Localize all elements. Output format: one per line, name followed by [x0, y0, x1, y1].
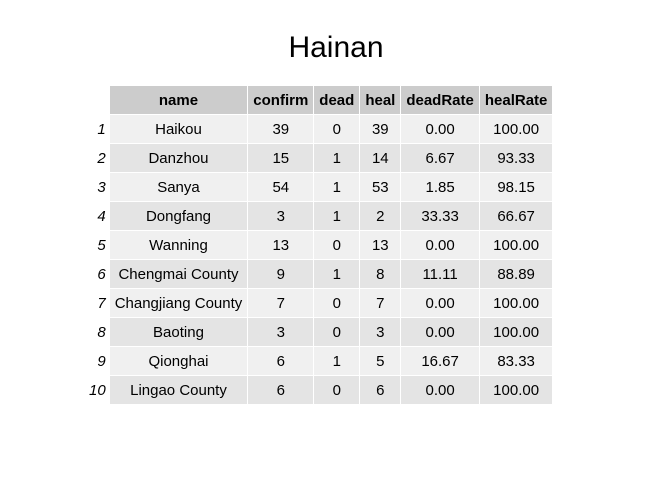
header-row: name confirm dead heal deadRate healRate [84, 86, 554, 115]
table-row: 4 Dongfang 3 1 2 33.33 66.67 [84, 202, 554, 231]
cell-name: Sanya [109, 173, 249, 202]
cell-heal: 6 [360, 376, 402, 405]
cell-heal: 53 [360, 173, 402, 202]
cell-heal: 14 [360, 144, 402, 173]
cell-dead: 0 [314, 318, 361, 347]
column-header-name: name [109, 86, 249, 115]
cell-confirm: 9 [248, 260, 315, 289]
cell-dead: 0 [314, 231, 361, 260]
cell-confirm: 13 [248, 231, 315, 260]
table-row: 3 Sanya 54 1 53 1.85 98.15 [84, 173, 554, 202]
cell-name: Danzhou [109, 144, 249, 173]
cell-name: Chengmai County [109, 260, 249, 289]
row-index: 6 [84, 260, 110, 289]
cell-deadrate: 1.85 [401, 173, 480, 202]
table-row: 5 Wanning 13 0 13 0.00 100.00 [84, 231, 554, 260]
cell-name: Lingao County [109, 376, 249, 405]
cell-dead: 1 [314, 347, 361, 376]
row-index: 5 [84, 231, 110, 260]
cell-name: Baoting [109, 318, 249, 347]
cell-healrate: 100.00 [479, 289, 554, 318]
row-index: 8 [84, 318, 110, 347]
cell-dead: 0 [314, 376, 361, 405]
cell-heal: 8 [360, 260, 402, 289]
cell-dead: 0 [314, 115, 361, 144]
cell-deadrate: 6.67 [401, 144, 480, 173]
cell-deadrate: 0.00 [401, 318, 480, 347]
row-index: 9 [84, 347, 110, 376]
cell-dead: 0 [314, 289, 361, 318]
cell-heal: 7 [360, 289, 402, 318]
cell-heal: 2 [360, 202, 402, 231]
cell-healrate: 93.33 [479, 144, 554, 173]
data-table: name confirm dead heal deadRate healRate… [84, 86, 554, 405]
cell-heal: 5 [360, 347, 402, 376]
row-index: 2 [84, 144, 110, 173]
cell-dead: 1 [314, 144, 361, 173]
cell-healrate: 98.15 [479, 173, 554, 202]
cell-heal: 13 [360, 231, 402, 260]
column-header-deadrate: deadRate [401, 86, 480, 115]
row-index: 4 [84, 202, 110, 231]
cell-healrate: 88.89 [479, 260, 554, 289]
cell-healrate: 66.67 [479, 202, 554, 231]
cell-dead: 1 [314, 260, 361, 289]
cell-name: Dongfang [109, 202, 249, 231]
cell-heal: 3 [360, 318, 402, 347]
table-row: 2 Danzhou 15 1 14 6.67 93.33 [84, 144, 554, 173]
cell-heal: 39 [360, 115, 402, 144]
column-header-dead: dead [314, 86, 361, 115]
column-header-healrate: healRate [479, 86, 554, 115]
row-index: 7 [84, 289, 110, 318]
cell-confirm: 3 [248, 318, 315, 347]
cell-deadrate: 11.11 [401, 260, 480, 289]
table-row: 10 Lingao County 6 0 6 0.00 100.00 [84, 376, 554, 405]
cell-healrate: 100.00 [479, 318, 554, 347]
cell-deadrate: 0.00 [401, 115, 480, 144]
table-row: 6 Chengmai County 9 1 8 11.11 88.89 [84, 260, 554, 289]
cell-deadrate: 16.67 [401, 347, 480, 376]
table-body: 1 Haikou 39 0 39 0.00 100.00 2 Danzhou 15 1 14 6.67 9… [84, 115, 554, 405]
cell-name: Haikou [109, 115, 249, 144]
cell-dead: 1 [314, 173, 361, 202]
cell-name: Wanning [109, 231, 249, 260]
table-row: 8 Baoting 3 0 3 0.00 100.00 [84, 318, 554, 347]
cell-confirm: 7 [248, 289, 315, 318]
cell-confirm: 39 [248, 115, 315, 144]
table-row: 7 Changjiang County 7 0 7 0.00 100.00 [84, 289, 554, 318]
cell-name: Qionghai [109, 347, 249, 376]
cell-healrate: 100.00 [479, 115, 554, 144]
cell-deadrate: 0.00 [401, 231, 480, 260]
cell-dead: 1 [314, 202, 361, 231]
corner-cell [84, 86, 110, 115]
row-index: 1 [84, 115, 110, 144]
cell-healrate: 100.00 [479, 231, 554, 260]
cell-deadrate: 0.00 [401, 376, 480, 405]
cell-confirm: 6 [248, 376, 315, 405]
cell-confirm: 15 [248, 144, 315, 173]
column-header-confirm: confirm [248, 86, 315, 115]
table-row: 9 Qionghai 6 1 5 16.67 83.33 [84, 347, 554, 376]
row-index: 10 [84, 376, 110, 405]
column-header-heal: heal [360, 86, 402, 115]
cell-deadrate: 0.00 [401, 289, 480, 318]
row-index: 3 [84, 173, 110, 202]
cell-healrate: 100.00 [479, 376, 554, 405]
cell-deadrate: 33.33 [401, 202, 480, 231]
cell-confirm: 3 [248, 202, 315, 231]
table-row: 1 Haikou 39 0 39 0.00 100.00 [84, 115, 554, 144]
chart-title: Hainan [288, 31, 384, 64]
cell-confirm: 6 [248, 347, 315, 376]
cell-healrate: 83.33 [479, 347, 554, 376]
cell-name: Changjiang County [109, 289, 249, 318]
cell-confirm: 54 [248, 173, 315, 202]
